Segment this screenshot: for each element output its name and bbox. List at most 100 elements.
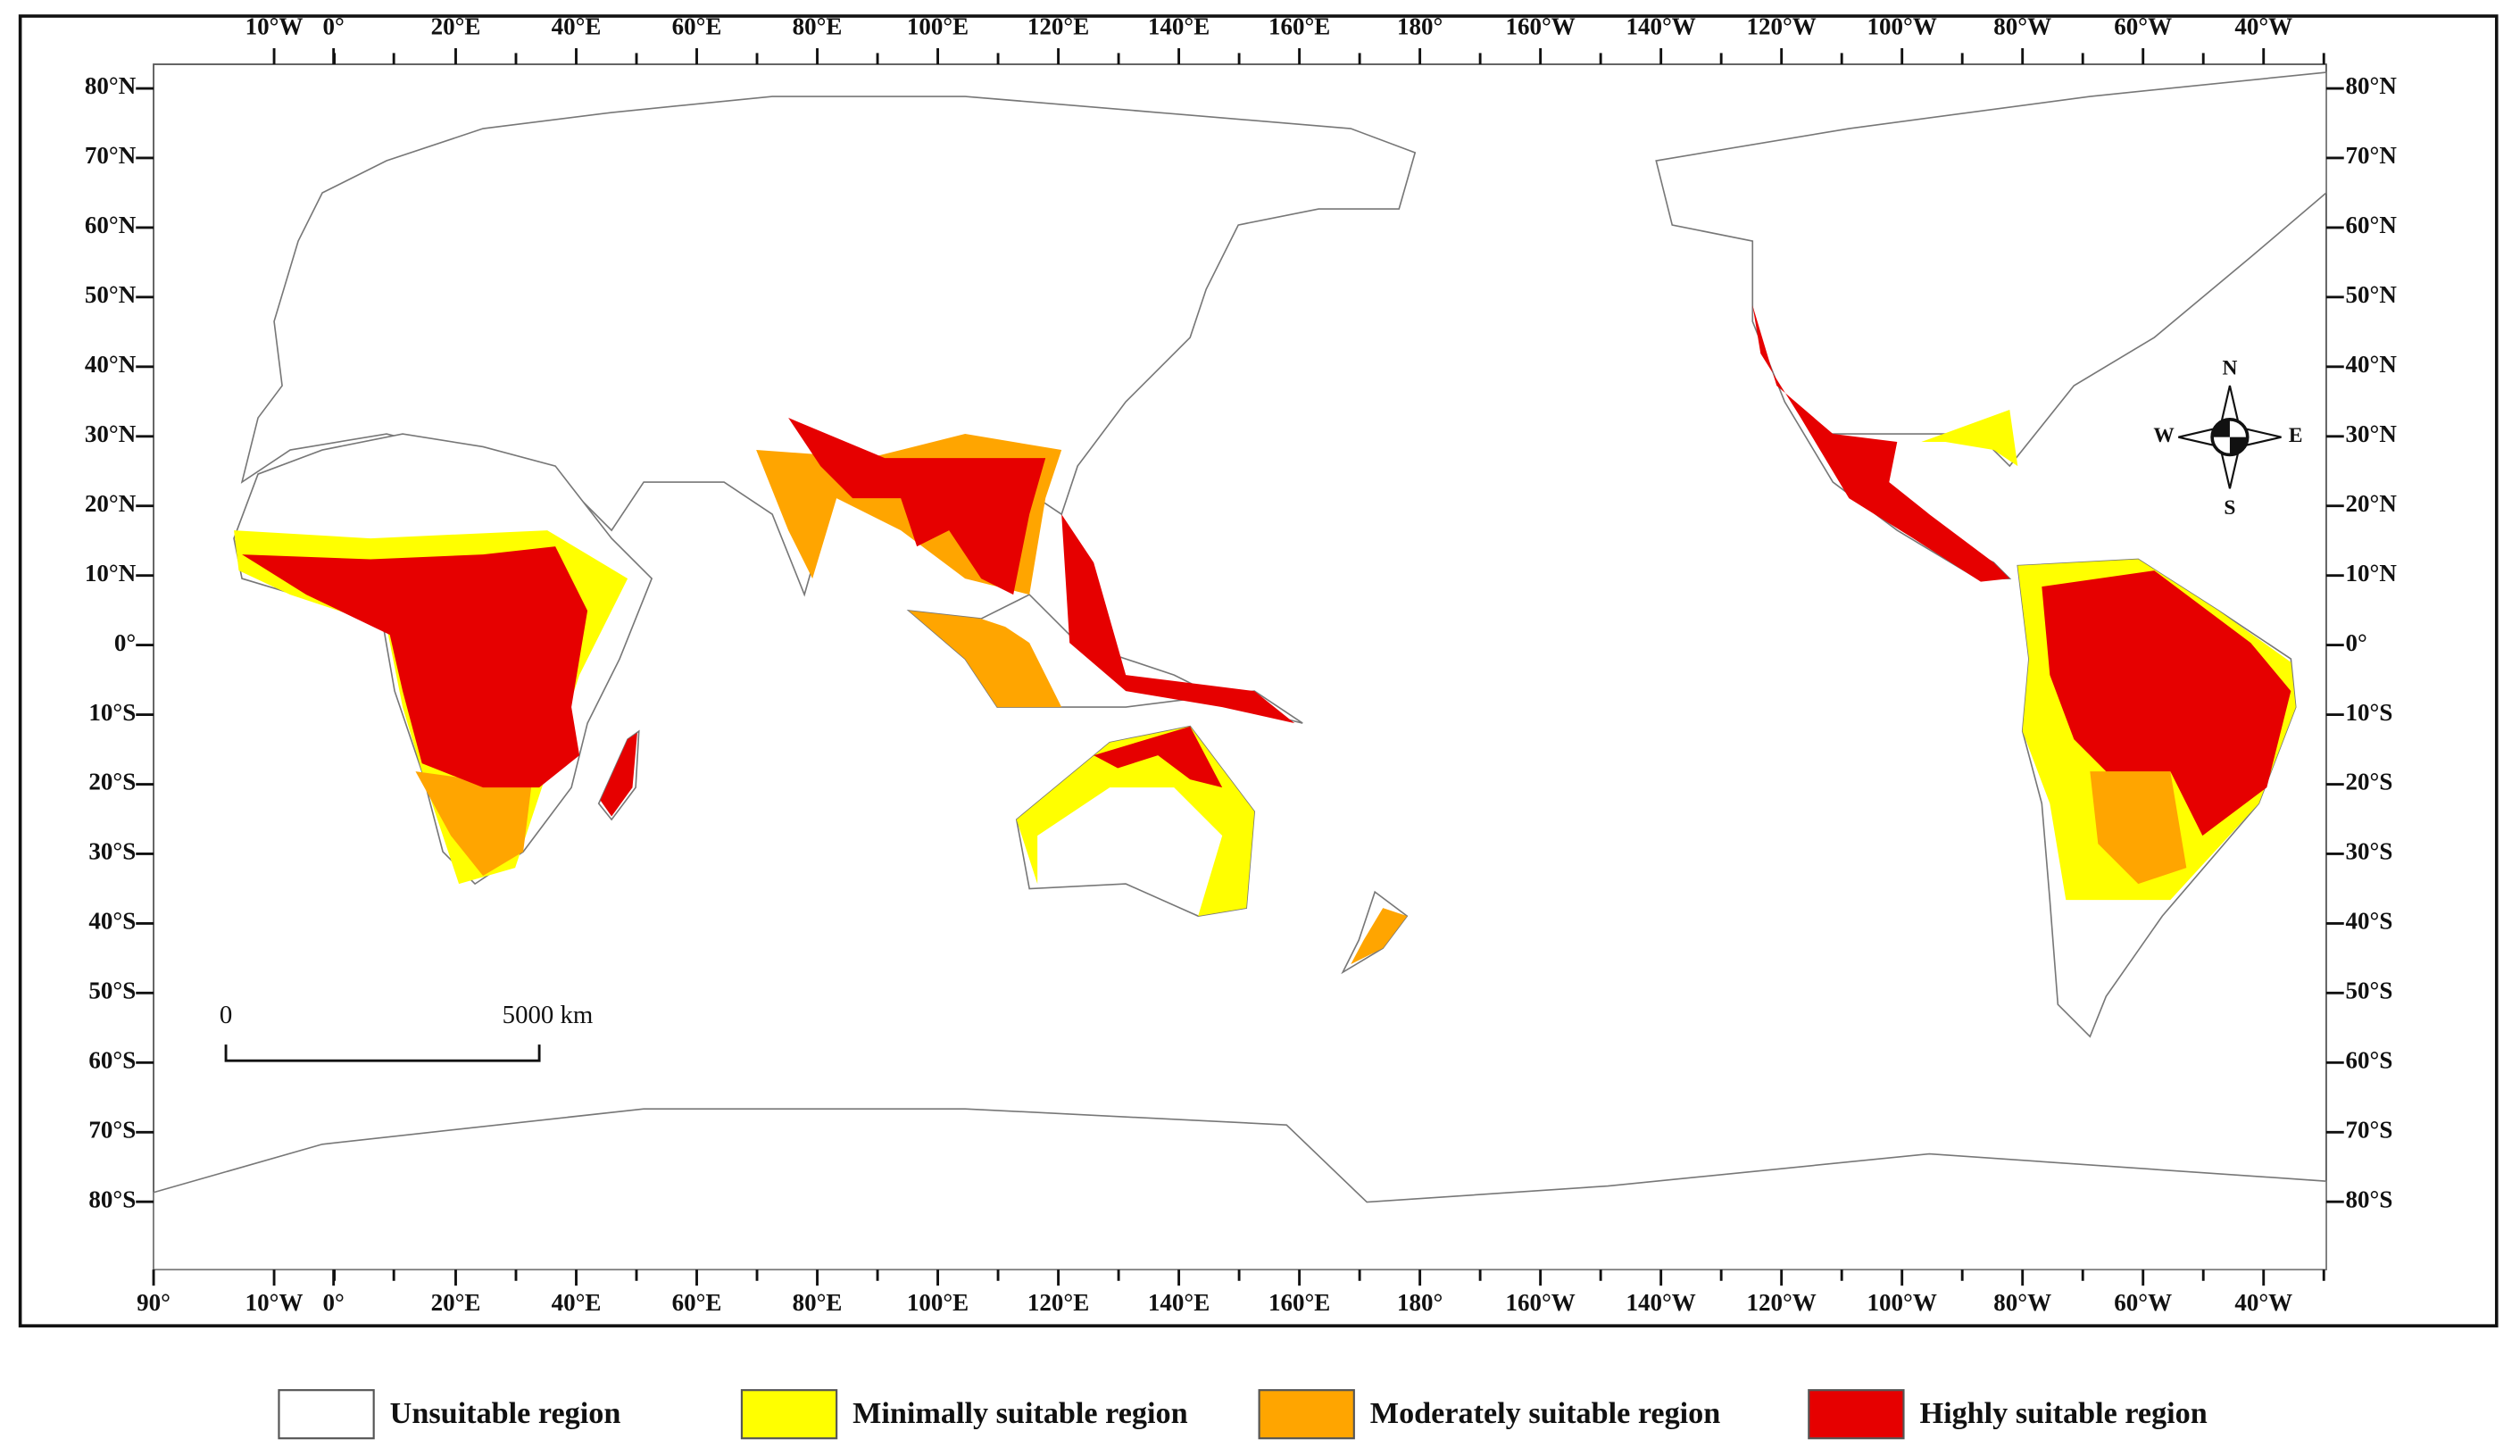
right-tick-label: 20°N (2346, 490, 2398, 517)
high-south-asia (788, 418, 1046, 595)
bottom-tick-label: 40°W (2234, 1289, 2292, 1316)
scale-end: 5000 km (503, 1001, 594, 1029)
bottom-tick-label: 10°W (245, 1289, 304, 1316)
legend-label: Highly suitable region (1919, 1397, 2207, 1430)
bottom-tick-label: 90° (137, 1289, 170, 1316)
top-tick-label: 80°W (1993, 13, 2051, 40)
left-tick-label: 40°S (88, 908, 136, 935)
top-tick-label: 100°E (907, 13, 969, 40)
right-tick-label: 50°N (2346, 281, 2398, 308)
high-australia (1094, 726, 1223, 788)
compass-north: N (2222, 356, 2237, 379)
left-tick-label: 70°S (88, 1116, 136, 1143)
top-tick-label: 40°W (2234, 13, 2292, 40)
left-tick-label: 30°S (88, 838, 136, 865)
top-tick-label: 0° (323, 13, 345, 40)
left-tick-label: 60°N (85, 212, 137, 238)
left-tick-label: 80°N (85, 72, 137, 99)
right-tick-label: 30°S (2346, 838, 2393, 865)
top-tick-label: 180° (1397, 13, 1443, 40)
outer-frame (18, 14, 2499, 1327)
right-tick-label: 80°N (2346, 72, 2398, 99)
bottom-tick-label: 40°E (552, 1289, 602, 1316)
legend-swatch (278, 1389, 375, 1440)
right-tick-label: 40°N (2346, 351, 2398, 378)
high-central-america (1752, 305, 2010, 582)
antarctica (153, 1108, 2327, 1270)
compass: N S W E (2153, 356, 2302, 520)
right-tick-label: 60°S (2346, 1047, 2393, 1074)
compass-east: E (2289, 424, 2303, 447)
top-tick-label: 120°E (1027, 13, 1089, 40)
left-tick-label: 10°S (88, 699, 136, 726)
legend: Unsuitable region Minimally suitable regi… (278, 1389, 2208, 1440)
left-tick-label: 20°S (88, 769, 136, 795)
bottom-tick-label: 100°E (907, 1289, 969, 1316)
legend-label: Unsuitable region (390, 1397, 621, 1430)
high-islands (1061, 514, 1295, 724)
bottom-tick-label: 160°W (1505, 1289, 1575, 1316)
bottom-tick-label: 60°E (672, 1289, 722, 1316)
high-africa (242, 546, 588, 788)
graticule-labels: 10°W 0° 20°E 40°E 60°E 80°E 100°E 120°E 140°E 160… (85, 13, 2397, 1316)
scale-start: 0 (220, 1001, 232, 1029)
left-tick-label: 80°S (88, 1186, 136, 1212)
legend-label: Moderately suitable region (1370, 1397, 1720, 1430)
top-tick-label: 140°E (1148, 13, 1210, 40)
bottom-tick-label: 180° (1397, 1289, 1443, 1316)
moderate-islands (909, 611, 1062, 708)
right-tick-label: 0° (2346, 629, 2367, 656)
moderate-south-america (2090, 771, 2187, 885)
top-tick-label: 160°W (1505, 13, 1575, 40)
moderate-new-zealand (1351, 908, 1408, 965)
compass-west: W (2153, 424, 2175, 447)
bottom-tick-label: 140°E (1148, 1289, 1210, 1316)
top-tick-label: 60°W (2114, 13, 2172, 40)
left-tick-label: 70°N (85, 142, 137, 169)
top-tick-label: 160°E (1268, 13, 1330, 40)
bottom-tick-label: 140°W (1626, 1289, 1695, 1316)
bottom-tick-label: 20°E (431, 1289, 481, 1316)
top-tick-label: 100°W (1867, 13, 1937, 40)
top-tick-label: 40°E (552, 13, 602, 40)
high-madagascar (600, 732, 637, 817)
bottom-tick-label: 120°W (1747, 1289, 1817, 1316)
right-tick-label: 70°N (2346, 142, 2398, 169)
right-tick-label: 40°S (2346, 908, 2393, 935)
top-tick-label: 120°W (1747, 13, 1817, 40)
left-tick-label: 50°N (85, 281, 137, 308)
compass-south: S (2224, 496, 2235, 520)
left-tick-label: 50°S (88, 978, 136, 1004)
bottom-tick-label: 60°W (2114, 1289, 2172, 1316)
top-tick-label: 60°E (672, 13, 722, 40)
top-tick-label: 20°E (431, 13, 481, 40)
top-tick-label: 80°E (793, 13, 843, 40)
legend-swatch (1258, 1389, 1355, 1440)
right-tick-label: 30°N (2346, 420, 2398, 447)
left-tick-label: 0° (114, 629, 136, 656)
right-tick-label: 50°S (2346, 978, 2393, 1004)
scale-bar: 0 5000 km (220, 1001, 594, 1062)
right-tick-label: 10°S (2346, 699, 2393, 726)
compass-fill (2212, 419, 2248, 455)
left-tick-label: 40°N (85, 351, 137, 378)
left-tick-label: 10°N (85, 560, 137, 587)
bottom-tick-label: 160°E (1268, 1289, 1330, 1316)
bottom-tick-label: 80°W (1993, 1289, 2051, 1316)
right-tick-label: 70°S (2346, 1116, 2393, 1143)
right-tick-label: 80°S (2346, 1186, 2393, 1212)
left-tick-label: 60°S (88, 1047, 136, 1074)
bottom-tick-label: 100°W (1867, 1289, 1937, 1316)
right-tick-label: 20°S (2346, 769, 2393, 795)
moderate-south-africa (415, 771, 532, 877)
top-tick-label: 10°W (245, 13, 304, 40)
right-tick-label: 10°N (2346, 560, 2398, 587)
left-tick-label: 30°N (85, 420, 137, 447)
minimal-north-america (1921, 410, 2018, 467)
right-tick-label: 60°N (2346, 212, 2398, 238)
legend-swatch (1808, 1389, 1905, 1440)
scale-bar-line (224, 1044, 541, 1062)
bottom-tick-label: 0° (323, 1289, 345, 1316)
suitability-areas (234, 305, 2296, 965)
